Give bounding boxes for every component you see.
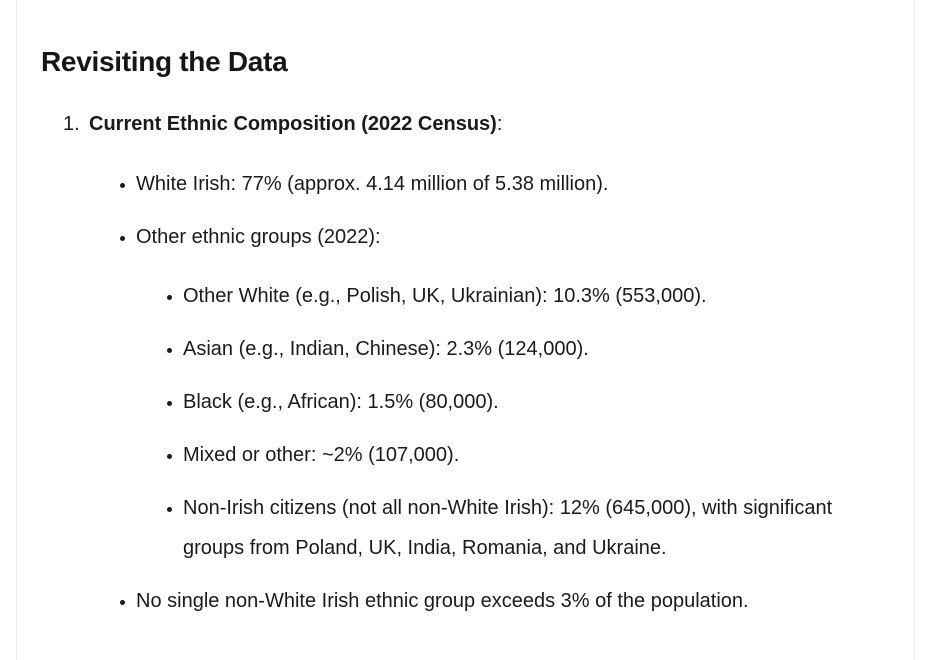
list-item-text: Asian (e.g., Indian, Chinese): 2.3% (124… <box>183 338 589 360</box>
list-item-text: White Irish: 77% (approx. 4.14 million o… <box>136 173 609 195</box>
list-item: Mixed or other: ~2% (107,000). <box>183 435 890 475</box>
list-item: No single non-White Irish ethnic group e… <box>136 581 890 621</box>
list-item-text: Non-Irish citizens (not all non-White Ir… <box>183 497 833 559</box>
list-item-text: Mixed or other: ~2% (107,000). <box>183 444 460 466</box>
numbered-item: 1. Current Ethnic Composition (2022 Censu… <box>63 104 890 621</box>
list-item-text: Black (e.g., African): 1.5% (80,000). <box>183 391 499 413</box>
numbered-list: 1. Current Ethnic Composition (2022 Censu… <box>41 104 890 621</box>
numbered-item-marker: 1. <box>63 113 80 135</box>
list-item: Black (e.g., African): 1.5% (80,000). <box>183 382 890 422</box>
bullet-list-level1: White Irish: 77% (approx. 4.14 million o… <box>89 164 890 621</box>
list-item: Other ethnic groups (2022): Other White … <box>136 217 890 568</box>
list-item: Asian (e.g., Indian, Chinese): 2.3% (124… <box>183 329 890 369</box>
content-column: Revisiting the Data 1. Current Ethnic Com… <box>16 0 915 660</box>
bullet-list-level2: Other White (e.g., Polish, UK, Ukrainian… <box>136 276 890 568</box>
numbered-item-title-suffix: : <box>496 113 503 135</box>
list-item-text: Other ethnic groups (2022): <box>136 226 381 248</box>
page-title: Revisiting the Data <box>41 46 288 77</box>
list-item-text: Other White (e.g., Polish, UK, Ukrainian… <box>183 285 707 307</box>
numbered-item-title: Current Ethnic Composition (2022 Census) <box>89 113 497 135</box>
list-item: Non-Irish citizens (not all non-White Ir… <box>183 488 890 568</box>
list-item-text: No single non-White Irish ethnic group e… <box>136 590 749 612</box>
list-item: White Irish: 77% (approx. 4.14 million o… <box>136 164 890 204</box>
list-item: Other White (e.g., Polish, UK, Ukrainian… <box>183 276 890 316</box>
